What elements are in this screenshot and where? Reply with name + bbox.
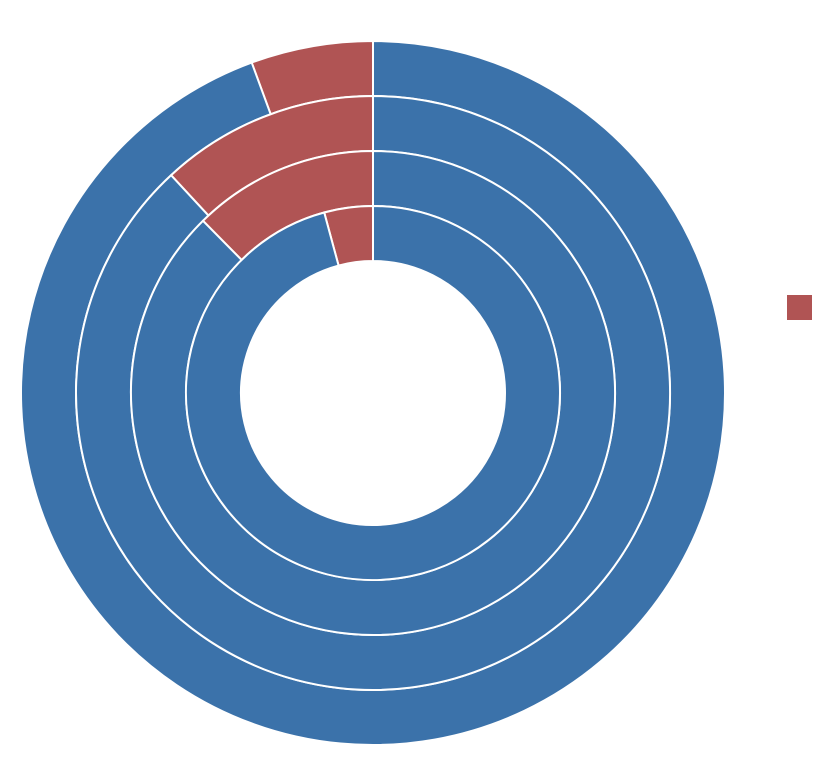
legend-marker (787, 295, 812, 320)
donut-segment (185, 204, 561, 581)
